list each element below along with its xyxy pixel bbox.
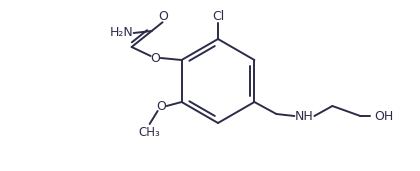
Text: CH₃: CH₃ bbox=[139, 126, 160, 139]
Text: O: O bbox=[151, 51, 160, 64]
Text: Cl: Cl bbox=[212, 10, 224, 23]
Text: O: O bbox=[159, 10, 168, 23]
Text: H₂N: H₂N bbox=[110, 27, 134, 40]
Text: NH: NH bbox=[295, 109, 314, 122]
Text: OH: OH bbox=[374, 109, 394, 122]
Text: O: O bbox=[157, 100, 167, 113]
